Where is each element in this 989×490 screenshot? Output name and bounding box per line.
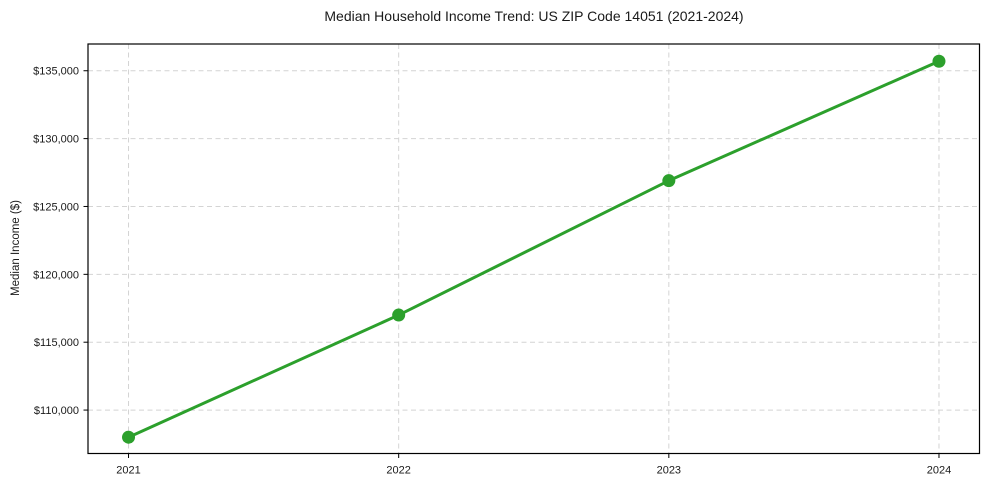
x-tick-label: 2022 — [386, 465, 410, 477]
y-tick-label: $130,000 — [33, 134, 79, 146]
data-point-2023 — [662, 174, 676, 188]
x-tick-label: 2021 — [116, 465, 140, 477]
y-tick-label: $120,000 — [33, 269, 79, 281]
data-point-2024 — [932, 54, 946, 68]
x-tick-label: 2023 — [657, 465, 681, 477]
data-point-2021 — [122, 430, 136, 444]
plot-border — [87, 43, 981, 455]
y-tick-label: $135,000 — [33, 66, 79, 78]
trend-line — [127, 59, 941, 439]
data-point-2022 — [392, 308, 406, 322]
y-tick-label: $110,000 — [34, 405, 79, 417]
x-tick-label: 2024 — [927, 465, 951, 477]
chart-title: Median Household Income Trend: US ZIP Co… — [324, 8, 744, 24]
y-tick-label: $125,000 — [33, 201, 79, 213]
y-tick-label: $115,000 — [34, 337, 79, 349]
